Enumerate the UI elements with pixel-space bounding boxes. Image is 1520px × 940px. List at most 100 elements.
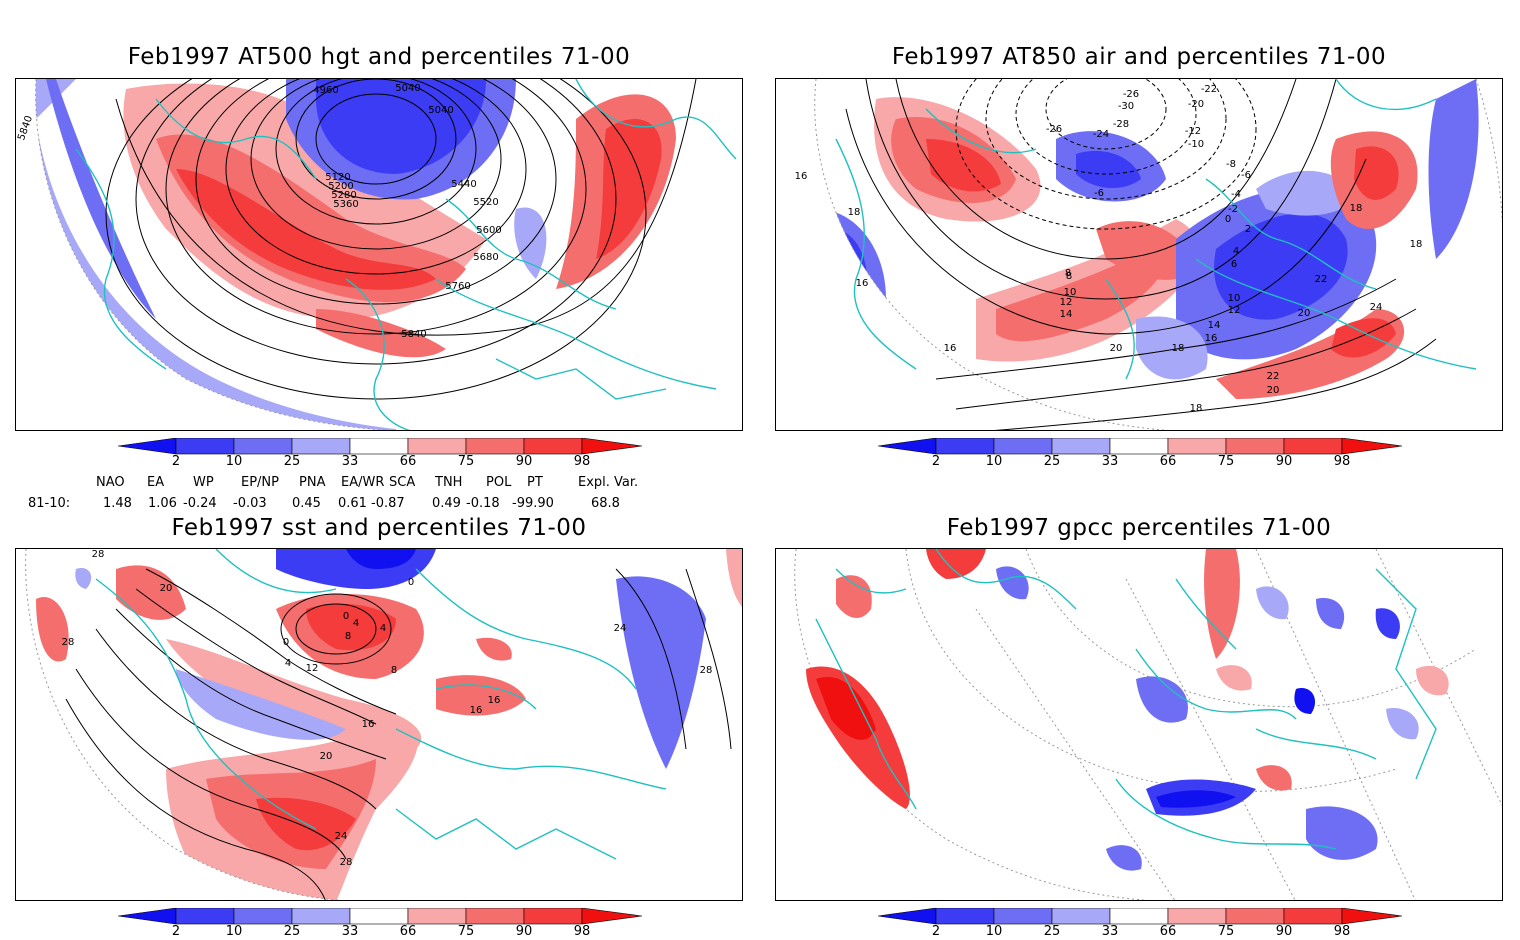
contour-label: 20 bbox=[1298, 308, 1311, 319]
index-header: SCA bbox=[389, 475, 416, 490]
contour-label: 28 bbox=[700, 665, 713, 676]
contour-label: 4960 bbox=[313, 85, 338, 96]
contour-label: 0 bbox=[343, 611, 349, 622]
anomaly-red bbox=[836, 575, 872, 619]
contour-label: 24 bbox=[335, 831, 348, 842]
anomaly-red bbox=[1204, 549, 1240, 659]
colorbar-tick: 10 bbox=[985, 924, 1003, 939]
colorbar-tick: 90 bbox=[515, 454, 533, 469]
index-header: EP/NP bbox=[241, 475, 279, 490]
contour-label: 5120 bbox=[325, 172, 350, 183]
anomaly-red bbox=[116, 565, 186, 620]
contour-label: -26 bbox=[1046, 124, 1062, 135]
contour-label: 4 bbox=[380, 623, 386, 634]
contour-label: 8 bbox=[391, 665, 397, 676]
colorbar-tick: 66 bbox=[1159, 454, 1177, 469]
anomaly-red bbox=[926, 139, 1001, 192]
anomaly-red bbox=[726, 549, 742, 607]
index-header: WP bbox=[193, 475, 214, 490]
contour-label: -10 bbox=[1188, 139, 1204, 150]
contour-label: 5440 bbox=[451, 179, 476, 190]
contour-label: 0 bbox=[408, 577, 414, 588]
colorbar-sst: 2 10 25 33 66 75 90 98 bbox=[118, 908, 658, 940]
index-value: 1.48 bbox=[103, 496, 132, 511]
panel-title-sst: Feb1997 sst and percentiles 71-00 bbox=[171, 515, 587, 541]
index-header: TNH bbox=[435, 475, 463, 490]
contour-label: 16 bbox=[944, 343, 957, 354]
contour-label: 12 bbox=[306, 663, 319, 674]
colorbar-tick: 25 bbox=[1043, 454, 1061, 469]
contour-label: 14 bbox=[1208, 320, 1221, 331]
contour-label: 28 bbox=[92, 549, 105, 560]
anomaly-red bbox=[1416, 665, 1449, 696]
contour-label: 5760 bbox=[445, 281, 470, 292]
colorbar-tick: 25 bbox=[283, 454, 301, 469]
anomaly-blue bbox=[1428, 79, 1479, 259]
anomaly-red bbox=[176, 169, 436, 290]
index-value: 0.45 bbox=[292, 496, 321, 511]
contour-label: 12 bbox=[1228, 305, 1241, 316]
map-panel-air: -26 -30 -28 -24 -26 -22 -20 -12 -10 -8 -… bbox=[775, 78, 1503, 431]
anomaly-red bbox=[1256, 765, 1292, 791]
contour-label: 24 bbox=[1370, 302, 1383, 313]
contour-label: 20 bbox=[1267, 385, 1280, 396]
colorbar-tick: 33 bbox=[1101, 454, 1119, 469]
colorbar-tick: 75 bbox=[457, 454, 475, 469]
contour-label: -4 bbox=[1231, 189, 1241, 200]
contour-label: -6 bbox=[1241, 170, 1251, 181]
anomaly-blue bbox=[176, 669, 346, 740]
colorbar-tick: 98 bbox=[1333, 454, 1351, 469]
contour-label: -30 bbox=[1118, 101, 1134, 112]
contour-label: 0 bbox=[1225, 214, 1231, 225]
contour-label: 18 bbox=[848, 207, 861, 218]
anomaly-blue bbox=[1294, 688, 1316, 714]
contour-label: 18 bbox=[1172, 343, 1185, 354]
index-header: POL bbox=[486, 475, 512, 490]
contour-label: 18 bbox=[1350, 203, 1363, 214]
contour-label: 8 bbox=[1066, 271, 1072, 282]
contour-label: 14 bbox=[1060, 309, 1073, 320]
anomaly-blue bbox=[1076, 150, 1141, 189]
contour-label: 4 bbox=[1233, 246, 1239, 257]
anomaly-red bbox=[316, 309, 446, 358]
contour-label: -2 bbox=[1228, 204, 1238, 215]
contour-label: -28 bbox=[1113, 119, 1129, 130]
index-value: 1.06 bbox=[148, 496, 177, 511]
contour-label: 24 bbox=[614, 623, 627, 634]
colorbar-tick: 90 bbox=[1275, 454, 1293, 469]
colorbar-tick: 90 bbox=[1275, 924, 1293, 939]
colorbar-tick: 98 bbox=[573, 454, 591, 469]
colorbar-tick: 10 bbox=[225, 924, 243, 939]
contour-label: 5040 bbox=[428, 105, 453, 116]
index-value: 0.49 bbox=[432, 496, 461, 511]
contour-label: 16 bbox=[488, 695, 501, 706]
map-sst-svg: 28 28 20 0 4 8 12 16 20 24 28 0 4 4 0 16… bbox=[16, 549, 742, 900]
anomaly-blue bbox=[1375, 608, 1400, 639]
index-value: -0.24 bbox=[183, 496, 217, 511]
contour-label: -6 bbox=[1094, 188, 1104, 199]
anomaly-blue bbox=[316, 79, 486, 174]
anomaly-red bbox=[36, 597, 69, 662]
map-panel-gpcc bbox=[775, 548, 1503, 901]
contour-label: 6 bbox=[1231, 259, 1237, 270]
anomaly-red bbox=[166, 639, 422, 749]
contour-label: 18 bbox=[1410, 239, 1423, 250]
colorbar-tick: 75 bbox=[1217, 454, 1235, 469]
index-value: 68.8 bbox=[591, 496, 620, 511]
colorbar-tick: 33 bbox=[341, 924, 359, 939]
colorbar-tick: 2 bbox=[931, 924, 941, 939]
colorbar-tick: 33 bbox=[341, 454, 359, 469]
contour-label: 2 bbox=[1245, 224, 1251, 235]
contour-label: 5680 bbox=[473, 252, 498, 263]
map-panel-hgt: 4960 5040 5040 5120 5200 5280 5360 5440 … bbox=[15, 78, 743, 431]
anomaly-red bbox=[156, 134, 466, 303]
map-air-svg: -26 -30 -28 -24 -26 -22 -20 -12 -10 -8 -… bbox=[776, 79, 1502, 430]
colorbar-tick: 2 bbox=[171, 924, 181, 939]
colorbar-tick: 10 bbox=[225, 454, 243, 469]
colorbar-tick: 66 bbox=[1159, 924, 1177, 939]
contour-label: -20 bbox=[1188, 99, 1204, 110]
index-header: PNA bbox=[299, 475, 326, 490]
contour-label: 16 bbox=[856, 278, 869, 289]
panel-title-gpcc: Feb1997 gpcc percentiles 71-00 bbox=[946, 515, 1332, 541]
panel-title-hgt: Feb1997 AT500 hgt and percentiles 71-00 bbox=[127, 44, 631, 70]
